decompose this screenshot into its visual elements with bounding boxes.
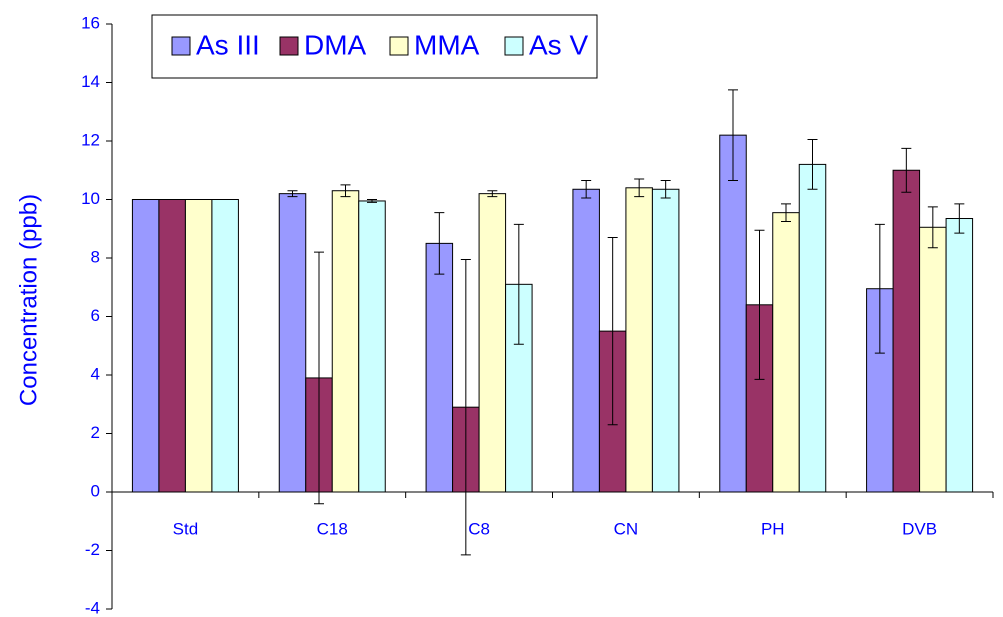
x-tick-label: CN [614, 519, 639, 538]
x-tick-label: PH [761, 519, 785, 538]
error-bar [340, 184, 351, 198]
bar [184, 199, 213, 493]
x-tick-label: Std [173, 519, 199, 538]
error-bar [901, 147, 912, 193]
legend-swatch [171, 36, 191, 56]
bar [945, 218, 974, 493]
error-bar [314, 251, 324, 505]
bar [719, 134, 747, 493]
bar [358, 200, 386, 493]
error-bar [781, 203, 791, 222]
y-tick-label: 2 [91, 423, 100, 442]
legend-swatch [279, 36, 299, 56]
y-tick-label: 6 [91, 306, 100, 325]
legend-label: As III [196, 29, 260, 60]
bar [278, 193, 307, 493]
legend-swatch [389, 36, 409, 56]
y-tick-label: 8 [91, 247, 100, 266]
bar [772, 212, 800, 493]
y-tick-label: 10 [81, 189, 100, 208]
legend-label: As V [529, 29, 588, 60]
y-axis-title: Concentration (ppb) [15, 194, 42, 406]
error-bar [513, 223, 524, 345]
bar [478, 193, 507, 493]
bar [651, 188, 680, 493]
bar [798, 163, 827, 493]
y-tick-label: 0 [91, 481, 100, 500]
error-bar [487, 190, 498, 198]
y-tick-label: 14 [81, 72, 100, 91]
error-bar [634, 178, 645, 198]
error-bar [287, 190, 298, 198]
legend-label: MMA [414, 29, 480, 60]
bar [572, 188, 600, 493]
y-tick-label: -4 [85, 598, 100, 617]
bar [331, 190, 360, 493]
error-bar [874, 223, 885, 354]
error-bar [927, 206, 938, 249]
legend-label: DMA [304, 29, 367, 60]
bar [625, 187, 653, 493]
y-tick-label: 16 [81, 13, 100, 32]
error-bar [660, 179, 671, 199]
error-bar [954, 203, 965, 234]
y-tick-label: 4 [91, 364, 100, 383]
bar [131, 199, 160, 493]
legend-swatch [504, 36, 524, 56]
x-tick-label: C18 [317, 519, 348, 538]
bar [919, 226, 947, 493]
error-bar [607, 237, 618, 426]
x-tick-label: DVB [902, 519, 937, 538]
error-bar [434, 212, 445, 275]
error-bar [581, 179, 592, 199]
y-tick-label: -2 [85, 540, 100, 559]
bar [425, 242, 454, 493]
y-tick-label: 12 [81, 130, 100, 149]
error-bar [807, 139, 818, 190]
bar [892, 169, 921, 493]
error-bar [754, 229, 765, 380]
error-bar [728, 89, 738, 181]
error-bar [460, 258, 471, 556]
bar [158, 199, 186, 493]
bar [211, 199, 239, 493]
error-bar [367, 199, 377, 203]
x-tick-label: C8 [468, 519, 490, 538]
